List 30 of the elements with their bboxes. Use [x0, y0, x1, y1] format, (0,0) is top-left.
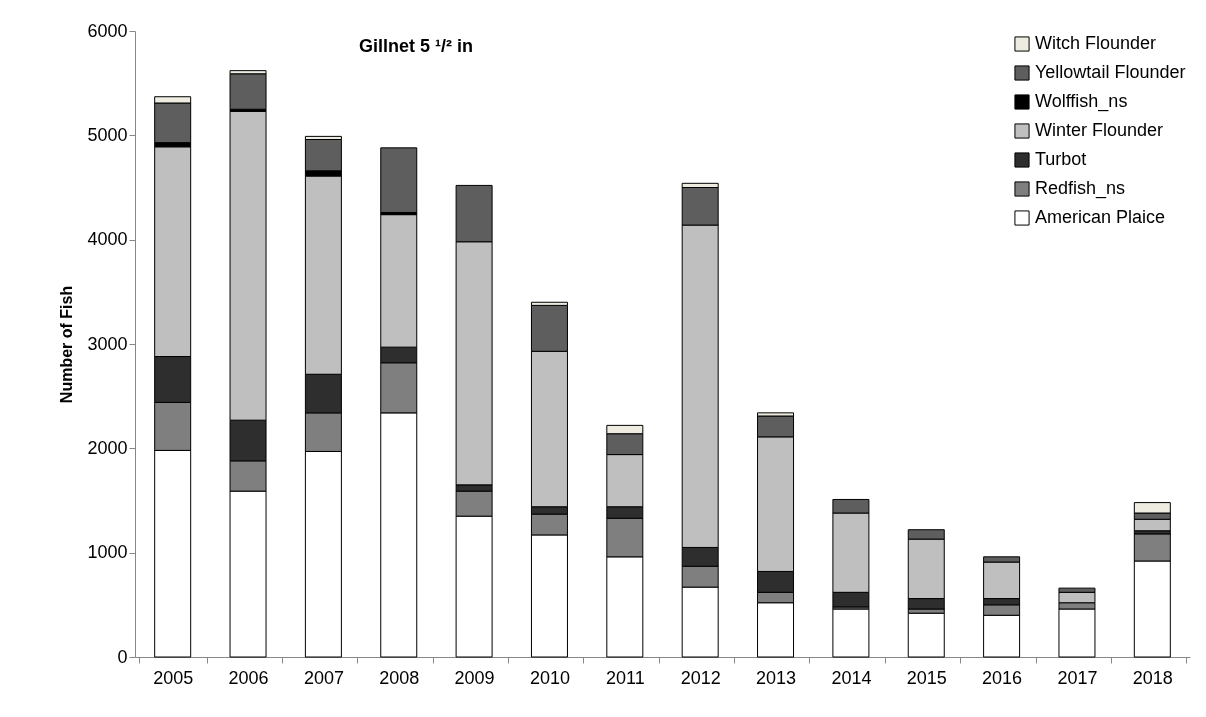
x-tick-label: 2010 — [529, 667, 570, 688]
x-tick-label: 2015 — [906, 667, 947, 688]
y-tick-label: 1000 — [87, 542, 128, 563]
x-tick-label: 2017 — [1057, 667, 1098, 688]
x-tick-label: 2012 — [680, 667, 721, 688]
legend-label: Witch Flounder — [1035, 33, 1157, 53]
y-axis-title: Number of Fish — [58, 285, 76, 404]
y-tick-label: 3000 — [87, 333, 128, 354]
y-tick-label: 4000 — [87, 229, 128, 250]
x-tick-label: 2016 — [982, 667, 1023, 688]
x-tick-label: 2007 — [303, 667, 344, 688]
y-tick-label: 0 — [117, 646, 128, 667]
x-tick-label: 2014 — [831, 667, 872, 688]
y-tick-label: 2000 — [87, 437, 128, 458]
legend-label: American Plaice — [1035, 207, 1166, 227]
chart-title: Gillnet 5 ¹/² in — [358, 36, 473, 56]
legend-label: Wolffish_ns — [1035, 91, 1128, 112]
legend-label: Yellowtail Flounder — [1035, 62, 1186, 82]
x-tick-label: 2013 — [756, 667, 797, 688]
legend-label: Winter Flounder — [1035, 120, 1164, 140]
x-tick-label: 2018 — [1132, 667, 1173, 688]
x-tick-label: 2006 — [228, 667, 269, 688]
x-tick-label: 2005 — [153, 667, 194, 688]
x-tick-label: 2008 — [379, 667, 420, 688]
y-tick-label: 5000 — [87, 124, 128, 145]
legend-label: Turbot — [1035, 149, 1087, 169]
legend-label: Redfish_ns — [1035, 178, 1126, 199]
y-tick-label: 6000 — [87, 20, 128, 41]
x-tick-label: 2011 — [605, 667, 645, 688]
x-tick-label: 2009 — [454, 667, 495, 688]
